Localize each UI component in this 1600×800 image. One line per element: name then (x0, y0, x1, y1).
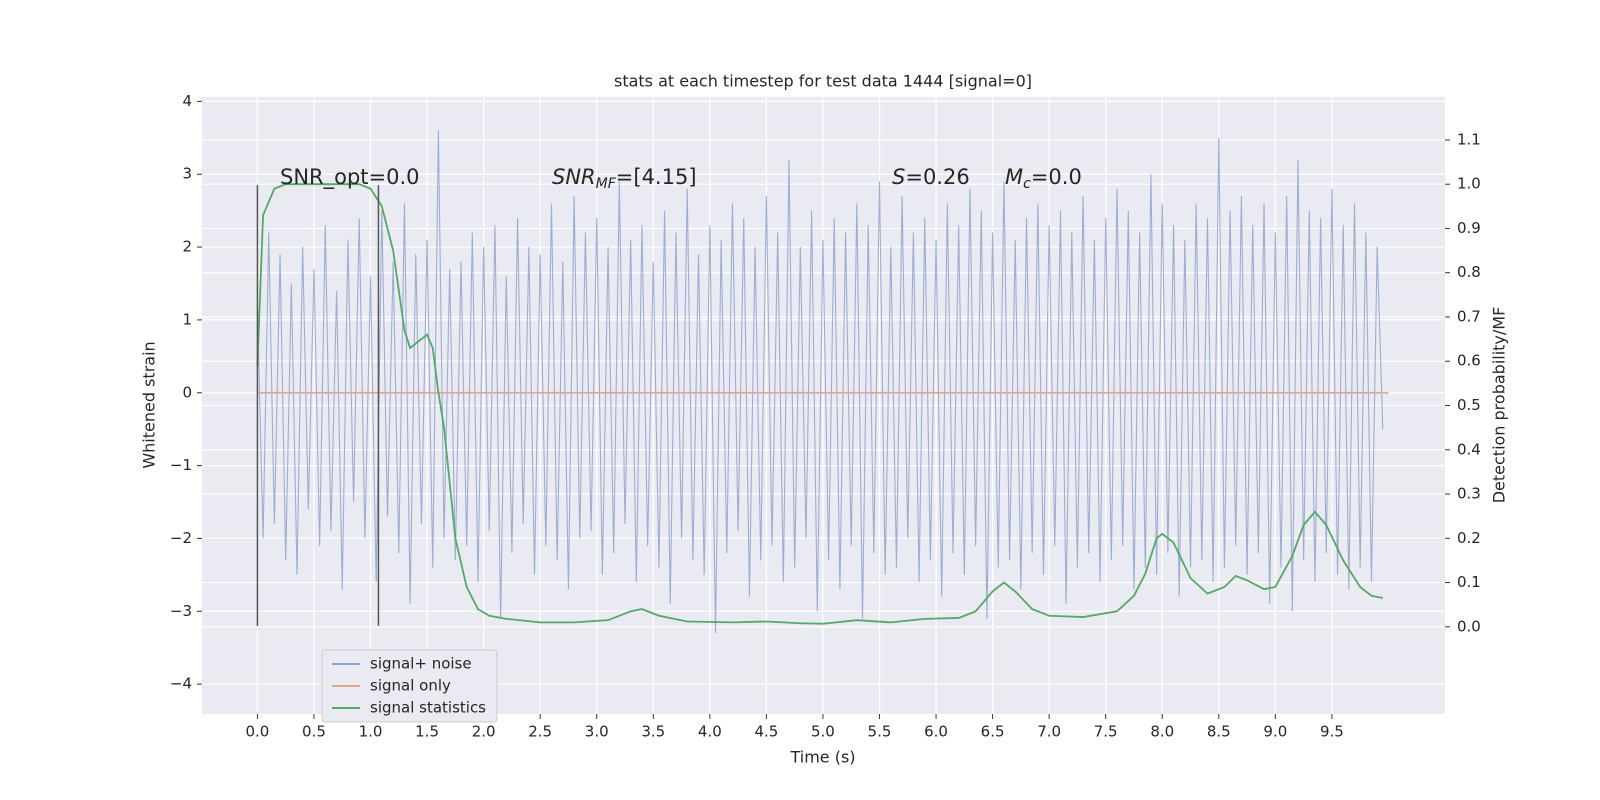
y2-tick-label: 0.1 (1457, 573, 1481, 591)
x-tick-label: 6.0 (924, 723, 948, 741)
x-tick-label: 4.0 (698, 723, 722, 741)
y2-axis-label: Detection probability/MF (1490, 307, 1509, 504)
y2-tick-label: 0.8 (1457, 263, 1481, 281)
y2-tick-label: 0.5 (1457, 396, 1481, 414)
annotation-part: M (1005, 165, 1023, 189)
series-line (256, 130, 1384, 634)
y2-tick-label: 0.6 (1457, 352, 1481, 370)
x-tick-label: 1.0 (359, 723, 383, 741)
y-tick-label: 0 (182, 383, 192, 401)
y-tick-label: 3 (182, 165, 192, 183)
y2-tick-label: 0.7 (1457, 307, 1481, 325)
y2-tick-label: 0.0 (1457, 617, 1481, 635)
x-tick-label: 8.5 (1207, 723, 1231, 741)
legend-label: signal only (370, 677, 451, 695)
y2-tick-label: 0.3 (1457, 485, 1481, 503)
x-tick-label: 2.5 (528, 723, 552, 741)
annotation-part: =[4.15] (616, 165, 697, 189)
annotation-part: S (892, 165, 905, 189)
annotation: Mc=0.0 (1005, 165, 1082, 192)
x-tick-label: 0.0 (245, 723, 269, 741)
x-tick-label: 9.0 (1263, 723, 1287, 741)
x-tick-label: 9.5 (1320, 723, 1344, 741)
x-tick-label: 1.5 (415, 723, 439, 741)
x-tick-label: 4.5 (754, 723, 778, 741)
annotation: SNR_opt=0.0 (280, 165, 420, 190)
legend-box (321, 649, 498, 723)
y-tick-label: −4 (170, 675, 192, 693)
y-tick-label: 4 (182, 92, 192, 110)
series-line (256, 183, 1383, 625)
x-tick-label: 6.5 (981, 723, 1005, 741)
x-tick-label: 2.0 (472, 723, 496, 741)
x-tick-label: 5.0 (811, 723, 835, 741)
y-tick-label: 2 (182, 238, 192, 256)
y2-tick-label: 1.1 (1457, 130, 1481, 148)
chart-title: stats at each timestep for test data 144… (614, 72, 1032, 91)
x-tick-label: 8.0 (1150, 723, 1174, 741)
x-tick-label: 3.5 (641, 723, 665, 741)
x-tick-label: 3.0 (585, 723, 609, 741)
x-tick-label: 7.0 (1037, 723, 1061, 741)
y-tick-label: −3 (170, 602, 192, 620)
y-axis-label: Whitened strain (140, 341, 159, 468)
y-tick-label: −1 (170, 456, 192, 474)
annotation-part: =0.26 (905, 165, 969, 189)
annotation: S=0.26 (892, 165, 970, 189)
annotation-part: SNR (552, 165, 596, 189)
y2-tick-label: 1.0 (1457, 175, 1481, 193)
x-tick-label: 5.5 (868, 723, 892, 741)
annotation-sub: c (1023, 176, 1031, 192)
y-tick-label: 1 (182, 310, 192, 328)
y2-tick-label: 0.2 (1457, 529, 1481, 547)
legend-label: signal+ noise (370, 655, 472, 673)
x-tick-label: 0.5 (302, 723, 326, 741)
y2-tick-label: 0.4 (1457, 440, 1481, 458)
y-tick-label: −2 (170, 529, 192, 547)
annotation-part: =0.0 (1031, 165, 1082, 189)
legend-label: signal statistics (370, 699, 486, 717)
annotation: SNRMF=[4.15] (552, 165, 697, 192)
x-axis-label: Time (s) (789, 748, 855, 767)
annotation-sub: MF (596, 176, 617, 192)
x-tick-label: 7.5 (1094, 723, 1118, 741)
y2-tick-label: 0.9 (1457, 219, 1481, 237)
